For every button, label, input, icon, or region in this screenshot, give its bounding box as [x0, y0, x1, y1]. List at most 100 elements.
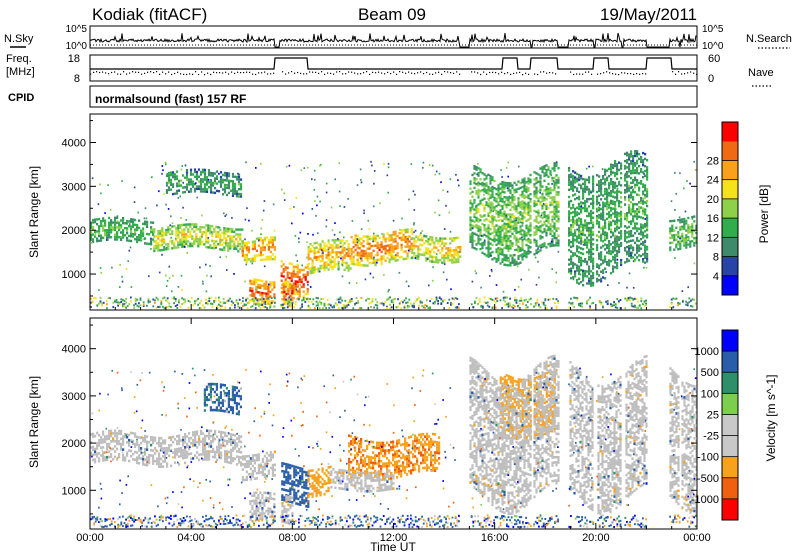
power-cell-3101	[630, 152, 633, 156]
power-cell-2552	[586, 260, 589, 263]
power-cell-2746	[602, 225, 605, 228]
power-cell-3367	[685, 236, 688, 239]
power-cell-1719	[497, 189, 500, 192]
nave-point	[258, 72, 260, 74]
velocity-cell-60	[108, 442, 111, 446]
power-cell-475	[245, 258, 248, 261]
power-cell-4625	[168, 277, 171, 280]
power-cell-3982	[475, 296, 478, 299]
power-cell-2158	[541, 168, 544, 171]
power-cell-4005	[493, 305, 495, 308]
power-cell-3466	[265, 287, 268, 291]
power-cell-1977	[521, 200, 524, 203]
power-cell-2966	[618, 168, 621, 172]
power-cell-44	[104, 229, 107, 232]
power-cell-3153	[636, 256, 639, 259]
power-cell-2861	[612, 267, 615, 271]
power-cell-4153	[635, 297, 638, 300]
power-cell-4337	[325, 219, 328, 222]
power-cell-3551	[101, 304, 103, 307]
power-cell-1063	[408, 240, 411, 243]
power-cell-2299	[557, 220, 560, 223]
power-cell-4032	[514, 299, 516, 302]
power-cell-2462	[578, 217, 581, 220]
power-cell-2436	[576, 206, 579, 209]
power-cell-3735	[256, 299, 259, 302]
power-cell-2545	[584, 183, 587, 186]
power-cell-657	[302, 268, 305, 272]
power-cell-2660	[592, 180, 595, 183]
nave-point	[255, 73, 257, 76]
power-cell-1490	[473, 186, 476, 190]
power-cell-2987	[620, 191, 623, 194]
power-cell-3648	[184, 300, 187, 303]
noise-strip-frame	[89, 25, 698, 49]
nave-point	[417, 72, 419, 74]
power-cell-3152	[634, 150, 637, 153]
power-cell-3148	[634, 164, 637, 167]
nave-point	[381, 72, 383, 74]
power-cell-1134	[431, 258, 434, 261]
power-cell-1593	[485, 184, 488, 187]
power-cell-3312	[671, 241, 674, 244]
nave-point	[690, 71, 692, 73]
power-cell-4072	[550, 307, 553, 310]
power-cell-3433	[255, 278, 258, 281]
power-cell-32	[100, 234, 103, 237]
power-cell-1009	[394, 257, 397, 260]
power-cell-3794	[307, 304, 310, 307]
nave-point	[360, 73, 362, 75]
nave-point	[126, 73, 128, 75]
power-cell-2800	[606, 195, 609, 199]
power-cell-3072	[628, 158, 631, 161]
power-cell-53	[108, 236, 111, 239]
power-cell-158	[142, 227, 145, 230]
power-cell-2206	[547, 194, 550, 198]
power-cell-2960	[618, 204, 621, 208]
power-cell-482	[247, 258, 250, 261]
power-cell-1250	[171, 176, 175, 179]
power-cell-3824	[331, 306, 334, 309]
power-cell-479	[245, 246, 248, 249]
power-cell-4256	[256, 288, 258, 290]
power-cell-321	[195, 235, 198, 238]
power-cell-2325	[568, 219, 571, 223]
power-cell-1489	[473, 198, 476, 202]
power-cell-1816	[507, 264, 510, 267]
power-cell-466	[241, 242, 244, 245]
power-cell-685	[309, 247, 312, 251]
power-cell-33	[100, 224, 103, 228]
power-cell-1172	[443, 256, 446, 260]
power-cell-272	[181, 238, 184, 241]
power-cell-2668	[596, 263, 599, 266]
power-cell-3343	[679, 225, 682, 229]
power-cell-3980	[474, 300, 476, 303]
power-cell-727	[321, 257, 324, 260]
power-cell-63	[110, 228, 113, 232]
power-cell-153	[140, 231, 143, 235]
power-cell-230	[167, 245, 170, 248]
power-cell-1879	[511, 194, 514, 197]
power-cell-1678	[493, 179, 496, 183]
power-cell-1891	[513, 222, 516, 225]
power-cell-968	[384, 249, 387, 253]
power-cell-2749	[602, 213, 605, 216]
power-cell-473	[243, 242, 246, 245]
power-cell-1605	[487, 236, 490, 239]
power-cell-1814	[505, 184, 508, 187]
power-cell-3259	[644, 230, 647, 233]
power-cell-143	[136, 226, 139, 229]
power-cell-3569	[120, 298, 123, 301]
power-cell-3012	[624, 179, 627, 182]
power-cell-1599	[487, 250, 490, 254]
power-cell-4058	[536, 298, 539, 301]
power-cell-1290	[189, 183, 193, 186]
power-cell-1496	[473, 165, 476, 168]
power-cell-3020	[626, 257, 629, 261]
power-cell-2641	[592, 243, 595, 246]
power-cell-2563	[586, 214, 589, 218]
power-cell-1400	[225, 174, 229, 177]
nave-point	[108, 73, 110, 75]
power-cell-2751	[602, 208, 605, 212]
power-cell-3654	[194, 300, 196, 303]
